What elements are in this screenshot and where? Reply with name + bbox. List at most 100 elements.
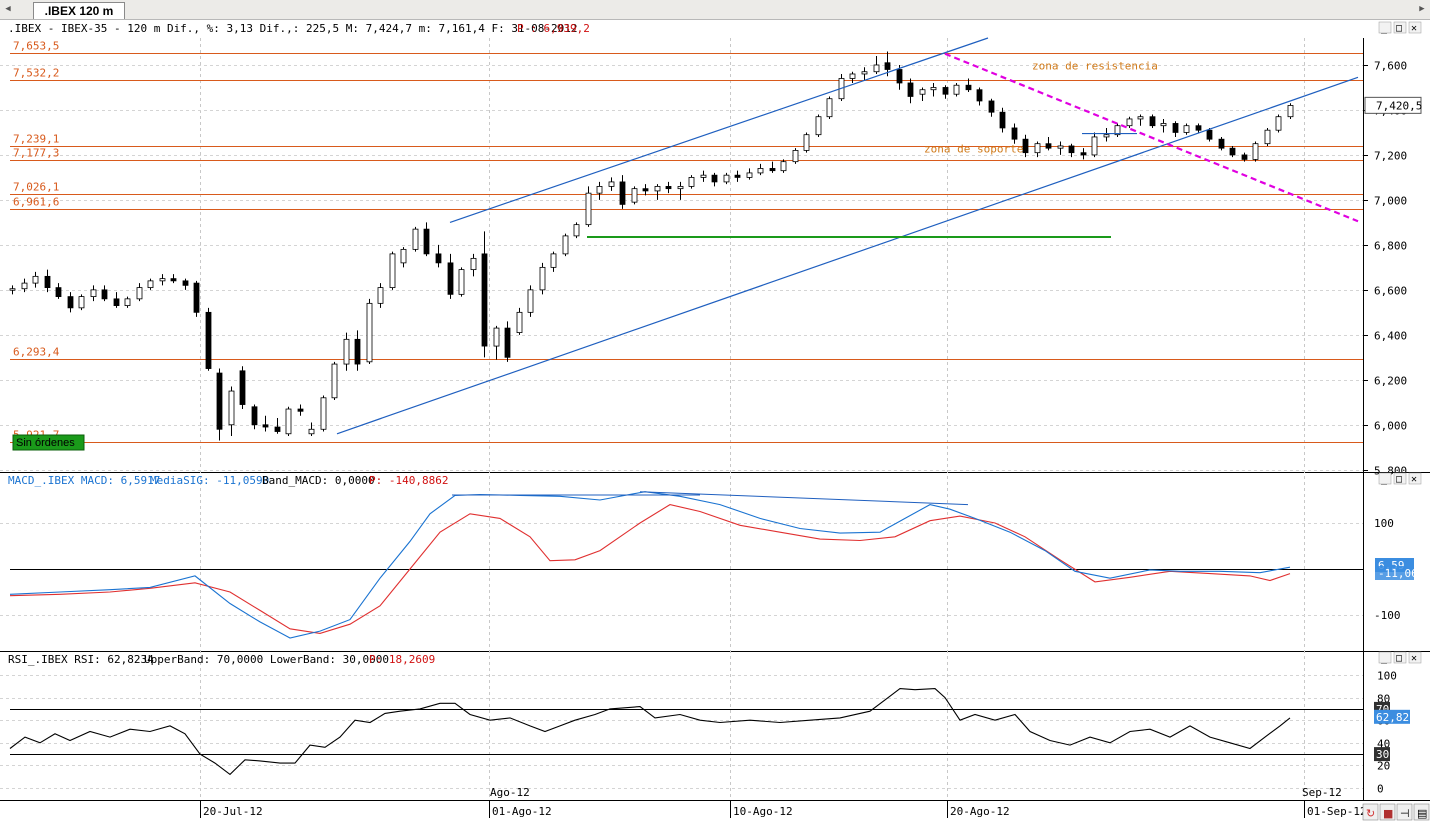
triangle-left-icon[interactable]: ◀ — [5, 4, 11, 14]
rsi-panel-minimize-button[interactable] — [1378, 651, 1392, 664]
candle-up[interactable] — [377, 287, 384, 304]
candle-up[interactable] — [412, 228, 419, 250]
trendline-upper-channel[interactable] — [449, 37, 989, 223]
settings-button[interactable] — [1413, 803, 1430, 821]
candle-down[interactable] — [1218, 138, 1225, 149]
macd-panel-minimize-button[interactable] — [1378, 472, 1392, 485]
candle-down[interactable] — [769, 168, 776, 172]
candle-up[interactable] — [400, 248, 407, 264]
candle-down[interactable] — [193, 282, 200, 313]
candle-up[interactable] — [527, 289, 534, 313]
candle-up[interactable] — [1114, 125, 1121, 136]
candle-up[interactable] — [953, 84, 960, 95]
candle-up[interactable] — [700, 174, 707, 178]
candle-up[interactable] — [757, 168, 764, 174]
candle-up[interactable] — [919, 89, 926, 95]
candle-down[interactable] — [1195, 125, 1202, 131]
candle-up[interactable] — [331, 363, 338, 399]
candle-up[interactable] — [343, 338, 350, 365]
candle-down[interactable] — [1172, 123, 1179, 133]
candle-up[interactable] — [815, 116, 822, 136]
price-panel-close-button[interactable] — [1408, 21, 1422, 34]
candle-down[interactable] — [619, 181, 626, 205]
candle-up[interactable] — [285, 408, 292, 435]
candle-up[interactable] — [389, 253, 396, 289]
macd-panel-close-button[interactable] — [1408, 472, 1422, 485]
candle-down[interactable] — [435, 253, 442, 264]
candle-down[interactable] — [262, 424, 269, 428]
trendline-resistance-dashed[interactable] — [944, 52, 1359, 223]
candle-down[interactable] — [274, 426, 281, 432]
candle-up[interactable] — [470, 257, 477, 271]
candle-up[interactable] — [9, 288, 16, 291]
candle-up[interactable] — [792, 150, 799, 163]
candle-up[interactable] — [873, 64, 880, 73]
candle-up[interactable] — [90, 289, 97, 298]
candle-up[interactable] — [21, 282, 28, 290]
candle-up[interactable] — [746, 172, 753, 178]
triangle-right-icon[interactable]: ▶ — [1419, 4, 1425, 14]
candle-up[interactable] — [458, 269, 465, 295]
candle-down[interactable] — [170, 278, 177, 282]
candle-down[interactable] — [481, 253, 488, 347]
candle-down[interactable] — [1022, 138, 1029, 154]
candle-down[interactable] — [101, 289, 108, 300]
candle-down[interactable] — [884, 62, 891, 70]
candle-up[interactable] — [228, 390, 235, 426]
candle-up[interactable] — [1160, 123, 1167, 127]
candle-down[interactable] — [55, 287, 62, 298]
candle-up[interactable] — [1137, 116, 1144, 120]
candle-up[interactable] — [688, 177, 695, 187]
candle-down[interactable] — [965, 84, 972, 91]
candle-down[interactable] — [216, 372, 223, 430]
rsi-panel-close-button[interactable] — [1408, 651, 1422, 664]
candle-down[interactable] — [354, 338, 361, 365]
candle-down[interactable] — [711, 174, 718, 183]
candle-down[interactable] — [423, 228, 430, 255]
candle-up[interactable] — [1034, 143, 1041, 154]
candle-up[interactable] — [803, 134, 810, 151]
candle-up[interactable] — [826, 98, 833, 118]
price-panel-minimize-button[interactable] — [1378, 21, 1392, 34]
rsi-panel-restore-button[interactable] — [1393, 651, 1407, 664]
candle-up[interactable] — [136, 287, 143, 300]
candle-up[interactable] — [1287, 105, 1294, 118]
candle-up[interactable] — [596, 186, 603, 194]
candle-down[interactable] — [1206, 129, 1213, 140]
candle-up[interactable] — [723, 174, 730, 183]
candle-up[interactable] — [516, 311, 523, 333]
candle-up[interactable] — [366, 302, 373, 363]
pin-button[interactable] — [1396, 803, 1413, 821]
macd-panel-restore-button[interactable] — [1393, 472, 1407, 485]
candle-down[interactable] — [988, 100, 995, 113]
trendline-lower-channel[interactable] — [336, 76, 1359, 435]
candle-down[interactable] — [297, 408, 304, 412]
candle-up[interactable] — [654, 186, 661, 192]
candle-up[interactable] — [32, 275, 39, 284]
candle-down[interactable] — [1241, 154, 1248, 160]
candle-down[interactable] — [44, 275, 51, 289]
candle-up[interactable] — [1091, 136, 1098, 156]
candle-up[interactable] — [849, 73, 856, 79]
candle-down[interactable] — [239, 370, 246, 405]
candle-up[interactable] — [550, 253, 557, 268]
candle-up[interactable] — [861, 71, 868, 75]
candle-up[interactable] — [1264, 129, 1271, 145]
candle-up[interactable] — [585, 192, 592, 226]
candle-up[interactable] — [320, 397, 327, 430]
candle-up[interactable] — [124, 298, 131, 306]
sin-ordenes-button[interactable] — [12, 434, 85, 451]
candle-down[interactable] — [205, 311, 212, 369]
candle-down[interactable] — [1068, 145, 1075, 154]
candle-down[interactable] — [1011, 127, 1018, 140]
candle-down[interactable] — [999, 111, 1006, 129]
candle-down[interactable] — [1229, 147, 1236, 156]
candle-up[interactable] — [930, 87, 937, 91]
candle-down[interactable] — [504, 327, 511, 358]
candle-up[interactable] — [573, 224, 580, 237]
candle-down[interactable] — [1045, 143, 1052, 149]
candle-up[interactable] — [1103, 134, 1110, 138]
candle-up[interactable] — [1057, 145, 1064, 149]
candle-up[interactable] — [780, 161, 787, 172]
candle-up[interactable] — [1275, 116, 1282, 131]
